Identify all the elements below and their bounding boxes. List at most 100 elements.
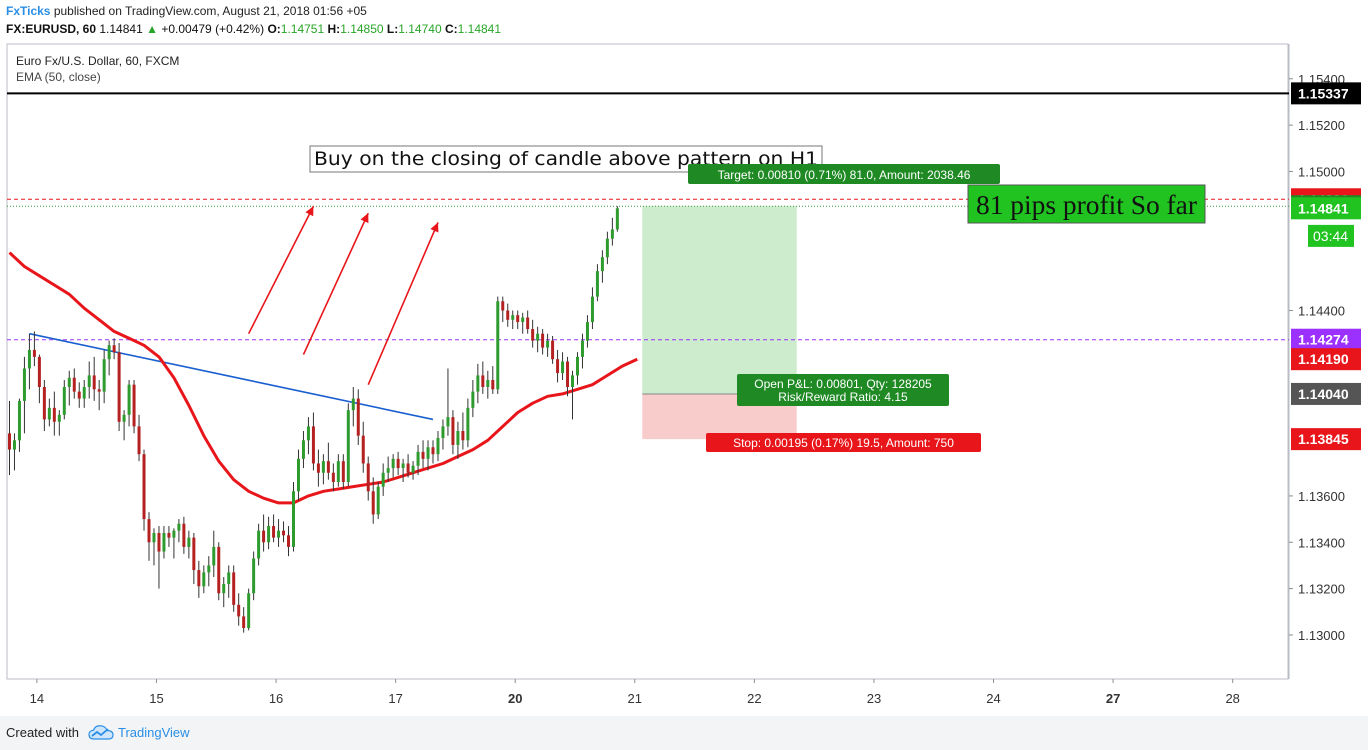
candle-body xyxy=(32,349,36,357)
footer-bar: Created with TradingView xyxy=(0,716,1368,750)
up-arrow xyxy=(302,212,369,355)
candle-body xyxy=(610,229,614,239)
candle-body xyxy=(600,257,604,272)
price-tag-box xyxy=(1291,428,1361,451)
candle-body xyxy=(282,530,286,536)
candle-body xyxy=(42,386,46,420)
x-tick-label: 24 xyxy=(986,691,1000,706)
candle-body xyxy=(391,458,395,469)
candle-body xyxy=(102,359,106,392)
candle-body xyxy=(551,340,555,360)
candle-body xyxy=(147,519,151,543)
candle-body xyxy=(341,461,345,483)
ohlc-open: O:1.14751 xyxy=(267,22,325,36)
candle-body xyxy=(27,349,31,369)
x-tick-label: 14 xyxy=(30,691,44,706)
candle-body xyxy=(306,426,310,441)
candle-body xyxy=(476,375,480,392)
publish-info: published on TradingView.com, August 21,… xyxy=(53,4,367,18)
candle-body xyxy=(326,461,330,473)
candle-body xyxy=(466,407,470,441)
candle-body xyxy=(311,426,315,464)
tradingview-brand[interactable]: TradingView xyxy=(118,725,190,740)
chart-legend-indicator: EMA (50, close) xyxy=(16,70,101,84)
countdown-box xyxy=(1308,224,1354,247)
candle-body xyxy=(396,458,400,469)
price-tag-box xyxy=(1291,197,1361,220)
candle-body xyxy=(212,546,216,566)
symbol-label: FX:EURUSD, 60 xyxy=(6,22,97,36)
candle-body xyxy=(22,368,26,401)
candle-body xyxy=(605,238,609,258)
candle-body xyxy=(316,463,320,473)
y-tick-label: 1.13000 xyxy=(1298,628,1345,643)
candle-body xyxy=(167,532,171,538)
candle-body xyxy=(277,530,281,538)
candle-body xyxy=(252,558,256,594)
x-tick-label: 20 xyxy=(508,691,522,706)
price-tag: 1.14841 xyxy=(1298,200,1349,216)
candle-body xyxy=(197,570,201,587)
candle-body xyxy=(12,440,16,450)
candle-body xyxy=(346,410,350,483)
candle-body xyxy=(556,359,560,374)
y-tick-label: 1.15000 xyxy=(1298,164,1345,179)
candle-body xyxy=(331,472,335,483)
candle-body xyxy=(122,414,126,422)
candle-body xyxy=(426,447,430,459)
chart-header: FxTicks published on TradingView.com, Au… xyxy=(0,0,1368,40)
price-chart[interactable]: Euro Fx/U.S. Dollar, 60, FXCM EMA (50, cl… xyxy=(0,0,1368,716)
candle-body xyxy=(456,431,460,445)
arrow-head xyxy=(430,222,439,233)
candle-body xyxy=(461,431,465,441)
candle-body xyxy=(107,345,111,360)
candle-body xyxy=(576,356,579,376)
candle-body xyxy=(257,530,261,559)
ohlc-high: H:1.14850 xyxy=(327,22,384,36)
candle-body xyxy=(356,398,360,436)
candle-body xyxy=(481,375,485,387)
candle-body xyxy=(137,426,141,455)
y-tick-label: 1.14400 xyxy=(1298,304,1345,319)
price-tag: 1.14274 xyxy=(1298,332,1349,348)
candle-body xyxy=(321,461,325,473)
candle-body xyxy=(421,451,425,459)
candle-body xyxy=(566,361,570,387)
candle-body xyxy=(152,532,156,543)
author-link[interactable]: FxTicks xyxy=(6,4,51,18)
candle-body xyxy=(217,546,221,594)
candle-body xyxy=(531,329,535,341)
created-with-label: Created with xyxy=(6,725,79,740)
price-tag-box xyxy=(1291,328,1361,351)
candle-body xyxy=(157,532,161,552)
tradingview-cloud-icon[interactable] xyxy=(88,724,114,742)
y-tick-label: 1.15200 xyxy=(1298,118,1345,133)
candle-body xyxy=(446,417,450,427)
candle-body xyxy=(172,530,176,538)
candle-body xyxy=(112,345,116,353)
candle-body xyxy=(521,317,525,323)
arrow-head xyxy=(305,206,314,217)
profit-annotation-box xyxy=(967,184,1206,224)
candle-body xyxy=(77,391,81,399)
price-tag: 1.15337 xyxy=(1298,85,1349,101)
candle-body xyxy=(262,530,266,543)
candle-body xyxy=(506,310,510,320)
candle-body xyxy=(585,322,589,341)
candle-body xyxy=(580,340,584,357)
price-tag-box xyxy=(1291,382,1361,405)
ohlc-low: L:1.14740 xyxy=(386,22,442,36)
target-label-box xyxy=(688,164,1000,184)
pnl-label-box xyxy=(737,374,949,406)
candle-body xyxy=(451,417,455,445)
stop-label-box xyxy=(706,433,981,452)
y-tick-label: 1.13200 xyxy=(1298,582,1345,597)
candle-body xyxy=(62,386,66,415)
publish-line: FxTicks published on TradingView.com, Au… xyxy=(6,4,367,18)
up-arrow xyxy=(247,205,315,335)
up-triangle-icon: ▲ xyxy=(146,22,158,36)
candle-body xyxy=(615,208,619,230)
candle-body xyxy=(237,604,241,617)
candle-body xyxy=(431,447,435,455)
chart-legend-title: Euro Fx/U.S. Dollar, 60, FXCM xyxy=(16,54,179,68)
